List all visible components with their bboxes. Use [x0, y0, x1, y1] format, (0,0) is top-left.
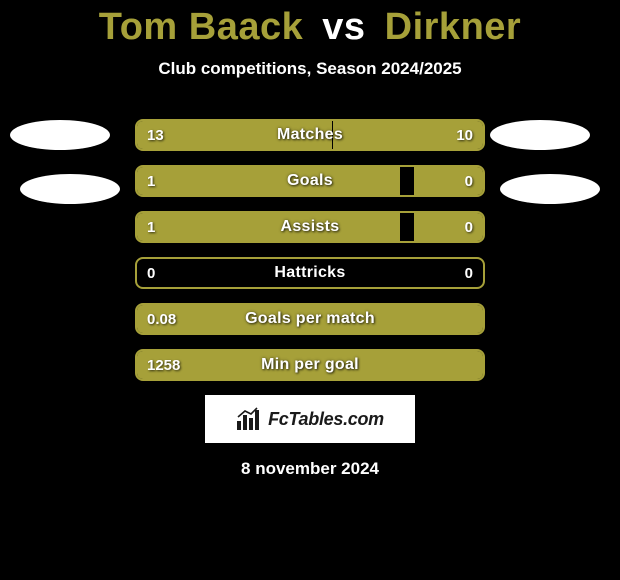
stat-label: Min per goal — [137, 351, 483, 379]
stat-label: Goals — [137, 167, 483, 195]
stat-row: 1258Min per goal — [135, 349, 485, 381]
comparison-title: Tom Baack vs Dirkner — [0, 0, 620, 49]
footer-logo-text: FcTables.com — [268, 409, 384, 430]
stat-row: 10Assists — [135, 211, 485, 243]
stat-row: 1310Matches — [135, 119, 485, 151]
chart-bars-icon — [236, 407, 262, 431]
stat-label: Assists — [137, 213, 483, 241]
team-badge — [490, 120, 590, 150]
stats-bars: 1310Matches 10Goals 10Assists 00Hattricks 0.… — [135, 119, 485, 381]
stat-row: 0.08Goals per match — [135, 303, 485, 335]
footer-logo: FcTables.com — [205, 395, 415, 443]
vs-text: vs — [322, 6, 365, 48]
stat-label: Matches — [137, 121, 483, 149]
team-badge — [500, 174, 600, 204]
subtitle: Club competitions, Season 2024/2025 — [0, 59, 620, 79]
footer-date: 8 november 2024 — [0, 459, 620, 479]
stat-label: Goals per match — [137, 305, 483, 333]
stat-row: 10Goals — [135, 165, 485, 197]
team-badge — [20, 174, 120, 204]
team-badge — [10, 120, 110, 150]
player1-name: Tom Baack — [99, 6, 303, 48]
player2-name: Dirkner — [385, 6, 522, 48]
stat-label: Hattricks — [137, 259, 483, 287]
stat-row: 00Hattricks — [135, 257, 485, 289]
